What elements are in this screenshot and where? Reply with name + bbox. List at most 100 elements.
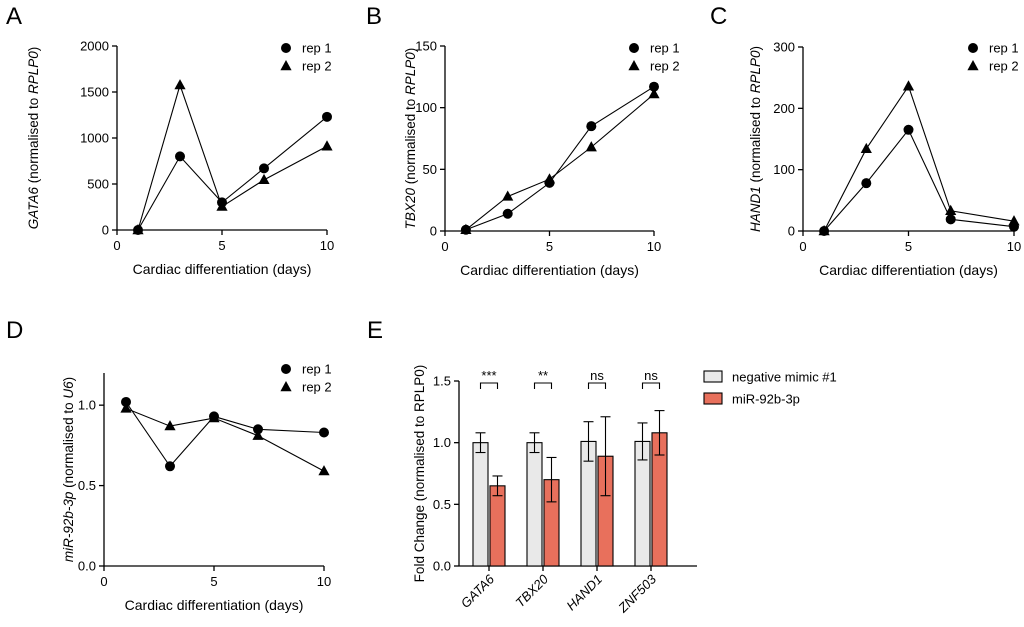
data-point-triangle [208, 412, 220, 423]
y-axis-label-part: TBX20 [403, 188, 418, 230]
data-point-triangle [460, 223, 472, 234]
y-axis-label-part: RPLP0 [748, 50, 763, 93]
legend-label: negative mimic #1 [732, 370, 837, 385]
y-tick-label: 0.5 [433, 497, 451, 512]
y-axis-label-part: ) [61, 377, 76, 382]
data-point-triangle [164, 420, 176, 431]
legend-label: rep 1 [650, 41, 680, 56]
legend-label: rep 1 [989, 41, 1019, 56]
y-tick-label: 200 [773, 101, 795, 116]
x-tick-label: 10 [320, 238, 334, 253]
x-tick-label: ZNF503 [615, 571, 660, 616]
series-line-rep-2 [125, 407, 325, 472]
legend-triangle-marker [628, 60, 640, 71]
series-line-rep-2 [137, 83, 328, 231]
legend-label: rep 2 [650, 59, 680, 74]
y-axis-label: miR-92b-3p (normalised to U6) [61, 377, 76, 562]
y-tick-label: 300 [773, 40, 795, 55]
data-point-triangle [945, 204, 957, 215]
significance-bracket [641, 382, 661, 389]
data-point-triangle [585, 141, 597, 152]
series-line-rep-1 [125, 401, 325, 468]
series-line-rep-2 [465, 93, 655, 231]
data-point-circle [175, 151, 185, 162]
x-axis-label: Cardiac differentiation (days) [460, 262, 639, 278]
legend-swatch [703, 370, 723, 383]
significance-label: ns [590, 368, 604, 383]
y-axis-label-part: miR-92b-3p [61, 491, 76, 562]
x-tick-label: TBX20 [512, 571, 551, 610]
data-point-triangle [818, 225, 830, 236]
x-tick-label: 10 [317, 574, 331, 589]
y-axis-label: TBX20 (normalised to RPLP0) [403, 48, 418, 230]
data-point-circle [903, 124, 914, 135]
data-point-circle [502, 208, 513, 219]
x-tick-label: 0 [100, 574, 107, 589]
significance-bracket [587, 382, 607, 389]
x-tick-label: 5 [546, 239, 553, 254]
data-point-triangle [860, 142, 872, 154]
y-tick-label: 0.0 [433, 559, 451, 574]
x-tick-label: 10 [647, 239, 661, 254]
y-tick-label: 0 [788, 224, 795, 239]
legend-label: rep 1 [302, 41, 332, 56]
series-line-rep-2 [823, 85, 1015, 232]
legend-circle-marker [629, 43, 639, 53]
y-tick-label: 1500 [80, 85, 109, 100]
legend-swatch [703, 392, 723, 405]
data-point-triangle [120, 402, 132, 413]
x-tick-label: HAND1 [563, 572, 605, 614]
legend-label: rep 2 [302, 59, 332, 74]
legend-circle-marker [968, 43, 978, 53]
y-axis-label: HAND1 (normalised to RPLP0) [748, 46, 763, 232]
data-point-triangle [502, 190, 514, 201]
x-tick-label: 10 [1007, 239, 1021, 254]
panel-letter: A [6, 3, 22, 30]
significance-label: *** [481, 368, 496, 383]
series-line-rep-1 [465, 86, 655, 231]
significance-bracket [533, 382, 553, 389]
data-point-circle [861, 178, 872, 189]
data-point-triangle [252, 429, 264, 440]
y-axis-label-part: RPLP0 [26, 51, 41, 94]
data-point-triangle [174, 79, 186, 90]
data-point-triangle [902, 80, 915, 91]
data-point-triangle [258, 173, 270, 185]
x-axis-label: Cardiac differentiation (days) [819, 262, 998, 278]
data-point-circle [121, 396, 131, 407]
data-point-triangle [648, 88, 660, 99]
y-axis-label-part: RPLP0 [403, 52, 418, 95]
data-point-triangle [543, 173, 556, 184]
panel-a: A 0 500 1000 1500 2000 0 5 10 Cardiac differentia… [6, 3, 334, 277]
data-point-triangle [216, 200, 228, 211]
panel-b: B 0 50 100 150 0 5 10 Cardiac differentiation (d… [366, 3, 680, 278]
panel-letter: B [366, 3, 382, 30]
data-point-triangle [1008, 215, 1020, 226]
panel-d: D 0.0 0.5 1.0 0 5 10 Cardiac differentiation (d… [6, 317, 332, 613]
data-point-circle [322, 111, 332, 122]
significance-bracket [479, 382, 499, 389]
data-point-circle [945, 214, 956, 225]
bar-mir-92b-3p [489, 485, 506, 567]
bar-negative-mimic-1 [472, 442, 489, 567]
panel-letter: C [710, 3, 727, 30]
data-point-triangle [318, 465, 330, 476]
y-tick-label: 1.0 [433, 435, 451, 450]
legend-triangle-marker [280, 60, 292, 71]
y-axis-label-part: ) [26, 47, 41, 52]
y-tick-label: 2000 [80, 39, 109, 54]
data-point-circle [586, 121, 597, 132]
data-point-circle [253, 424, 263, 435]
series-line-rep-1 [823, 128, 1015, 232]
y-tick-label: 0.5 [78, 478, 96, 493]
y-tick-label: 500 [87, 177, 109, 192]
x-axis-label: Cardiac differentiation (days) [133, 261, 312, 277]
x-tick-label: 5 [218, 238, 225, 253]
y-axis-label-part: ) [403, 48, 418, 53]
panel-e: E 0.0 0.5 1.0 1.5 Fold Change (normalised to … [367, 317, 837, 616]
legend-circle-marker [281, 364, 291, 374]
y-tick-label: 1.0 [78, 398, 96, 413]
x-tick-label: 0 [799, 239, 806, 254]
y-tick-label: 1000 [80, 131, 109, 146]
